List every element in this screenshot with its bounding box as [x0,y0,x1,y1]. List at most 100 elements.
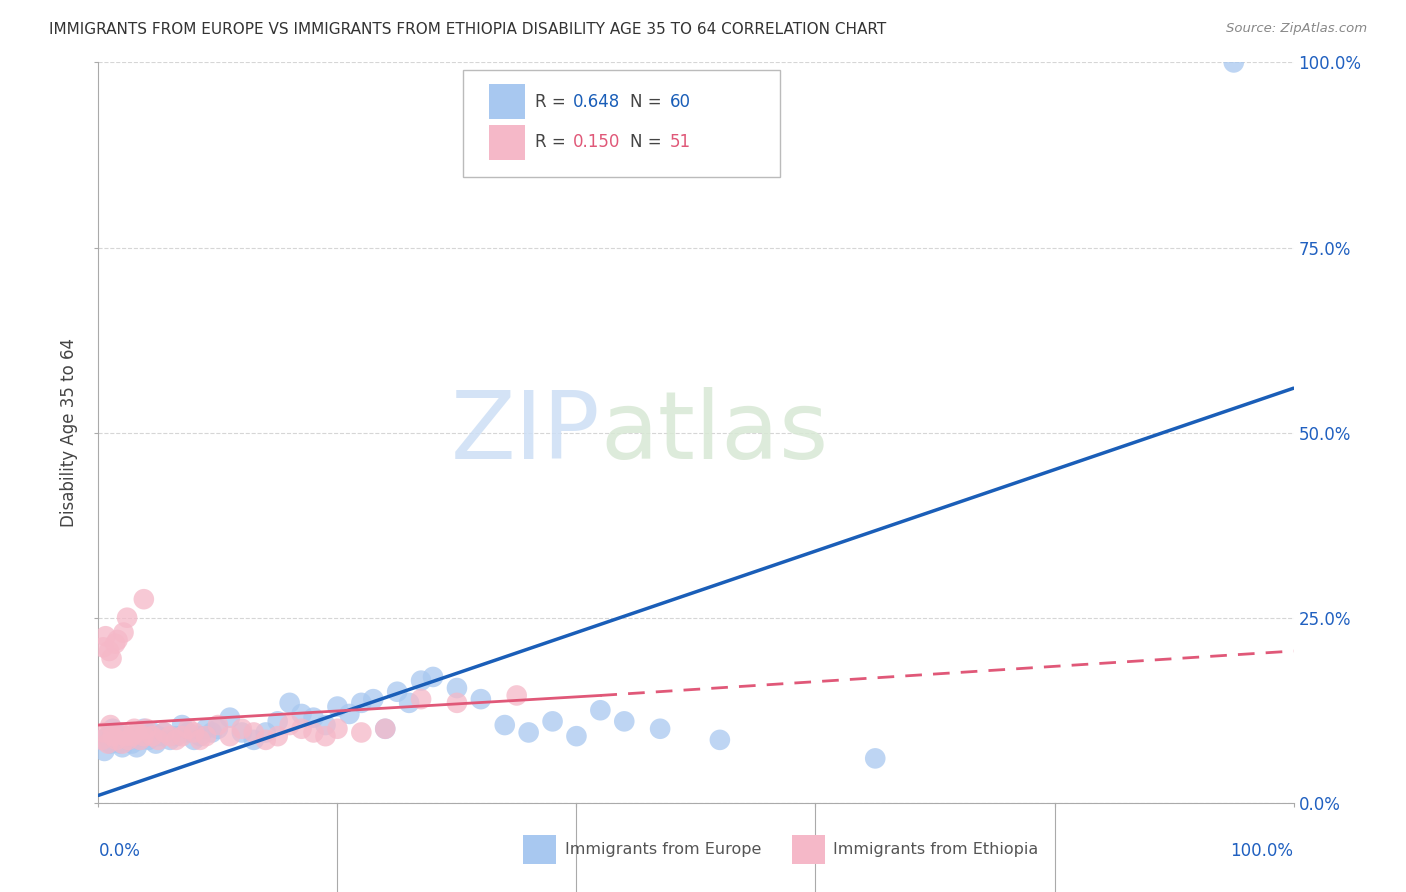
Point [177,725,200,739]
Point [121,737,143,751]
Point [385,685,409,699]
Point [183,725,205,739]
Point [129,732,152,747]
FancyBboxPatch shape [489,125,524,161]
Point [278,696,301,710]
Point [541,714,564,729]
Point [315,718,337,732]
Point [145,737,167,751]
Text: Immigrants from Ethiopia: Immigrants from Ethiopia [834,842,1039,857]
Point [93,744,115,758]
FancyBboxPatch shape [489,84,524,120]
Point [91,640,114,655]
Point [243,732,266,747]
Point [254,732,277,747]
Point [159,729,181,743]
Point [231,722,253,736]
Point [291,706,314,721]
Point [97,737,120,751]
Point [494,718,516,732]
Point [374,722,396,736]
Text: 51: 51 [669,134,690,152]
Point [195,722,218,736]
Point [1223,55,1246,70]
Point [188,732,211,747]
Point [138,732,160,747]
Y-axis label: Disability Age 35 to 64: Disability Age 35 to 64 [60,338,79,527]
Point [302,711,325,725]
Point [105,732,128,747]
Point [350,696,373,710]
Text: Source: ZipAtlas.com: Source: ZipAtlas.com [1226,22,1367,36]
Point [159,732,181,747]
Point [148,732,170,747]
Text: R =: R = [534,93,571,111]
Point [94,629,117,643]
Point [114,729,136,743]
Text: IMMIGRANTS FROM EUROPE VS IMMIGRANTS FROM ETHIOPIA DISABILITY AGE 35 TO 64 CORRE: IMMIGRANTS FROM EUROPE VS IMMIGRANTS FRO… [49,22,886,37]
Point [243,725,266,739]
Point [267,729,290,743]
Point [91,732,114,747]
Text: 0.150: 0.150 [572,134,620,152]
Point [254,725,277,739]
Point [91,732,114,747]
Point [100,651,122,665]
Point [108,725,131,739]
Text: 0.648: 0.648 [572,93,620,111]
Point [411,692,433,706]
Text: R =: R = [534,134,571,152]
Point [219,711,242,725]
FancyBboxPatch shape [463,70,780,178]
Point [121,729,143,743]
Text: 0.0%: 0.0% [98,842,141,860]
Point [125,725,148,739]
Point [302,725,325,739]
Point [117,732,139,747]
Point [231,725,253,739]
Point [98,737,122,751]
Point [98,644,121,658]
Point [141,725,163,739]
Point [183,732,205,747]
Point [278,718,301,732]
Point [326,699,349,714]
Point [374,722,396,736]
Point [589,703,612,717]
Point [98,718,122,732]
Point [398,696,420,710]
Point [107,632,129,647]
Point [117,732,139,747]
Text: 60: 60 [669,93,690,111]
Point [148,729,170,743]
Point [125,740,148,755]
Point [207,722,229,736]
Point [111,737,134,751]
Point [104,637,127,651]
Point [201,725,224,739]
Point [650,722,672,736]
Point [613,714,636,729]
Point [124,729,146,743]
Point [115,610,138,624]
Point [291,722,314,736]
Point [207,718,229,732]
Point [446,696,468,710]
Point [709,732,731,747]
Point [470,692,492,706]
Point [132,722,155,736]
Point [411,673,433,688]
Point [446,681,468,695]
Point [165,729,187,743]
Point [124,722,146,736]
Point [112,625,135,640]
Point [188,729,211,743]
Point [422,670,444,684]
Point [97,729,120,743]
Point [101,729,124,743]
Point [565,729,588,743]
Point [219,729,242,743]
Point [111,740,134,755]
Point [506,689,529,703]
FancyBboxPatch shape [792,836,825,863]
